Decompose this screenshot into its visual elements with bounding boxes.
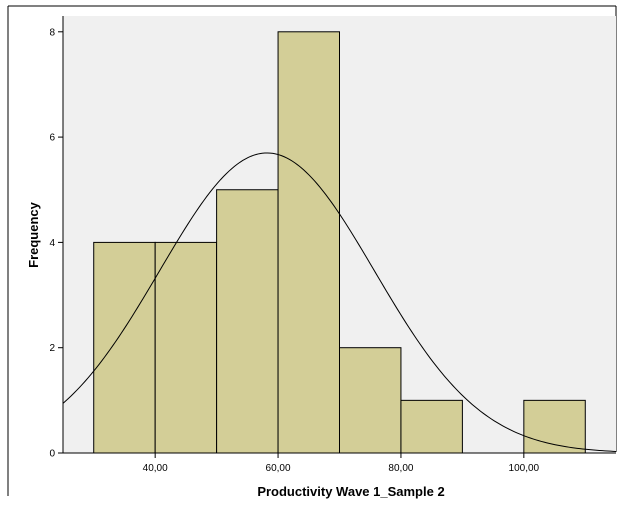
x-tick-label: 80,00 [388,463,413,474]
y-tick-label: 2 [49,343,55,354]
y-tick-label: 0 [49,449,55,460]
x-tick-label: 100,00 [509,463,540,474]
x-tick-label: 40,00 [143,463,168,474]
histogram-bar [339,347,402,454]
histogram-bar [93,241,156,454]
bars-group [93,31,586,454]
histogram-bar [216,189,279,454]
y-tick-label: 8 [49,27,55,38]
normal-curve-line [62,152,617,452]
y-tick-label: 6 [49,133,55,144]
x-axis-title: Productivity Wave 1_Sample 2 [257,484,444,499]
histogram-bar [277,31,340,454]
histogram-bar [154,241,218,454]
x-tick-label: 60,00 [266,463,291,474]
histogram-bar [400,399,463,454]
x-ticks-group: 40,00 60,00 80,00 100,00 [143,453,540,474]
y-ticks-group: 0 2 4 6 8 [49,27,63,460]
y-tick-label: 4 [49,238,55,249]
y-axis-title: Frequency [26,201,41,268]
